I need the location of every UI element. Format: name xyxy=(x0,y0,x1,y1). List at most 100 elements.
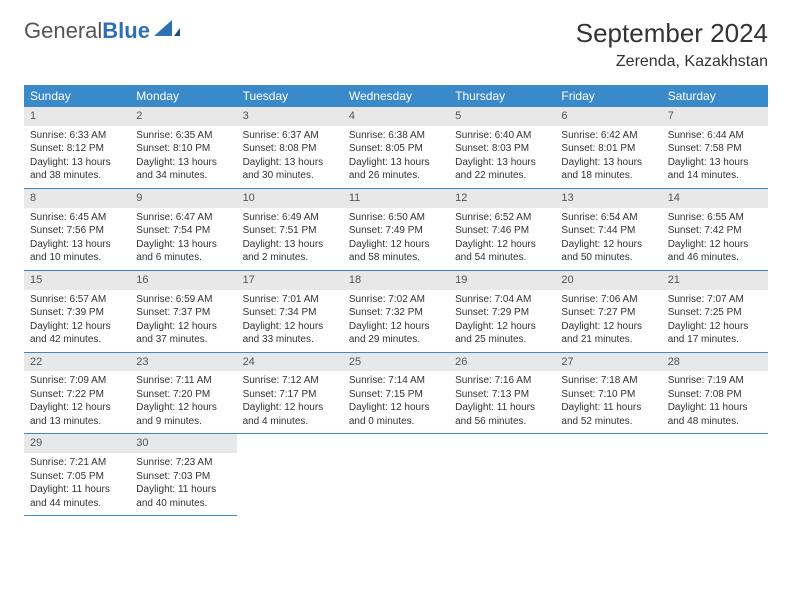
sunset-text: Sunset: 8:05 PM xyxy=(349,142,443,156)
sunrise-text: Sunrise: 6:47 AM xyxy=(136,211,230,225)
daylight-text: Daylight: 12 hours and 46 minutes. xyxy=(668,238,762,265)
sunset-text: Sunset: 7:56 PM xyxy=(30,224,124,238)
day-number: 30 xyxy=(130,434,236,453)
calendar-cell: 29Sunrise: 7:21 AMSunset: 7:05 PMDayligh… xyxy=(24,434,130,516)
day-number: 11 xyxy=(343,189,449,208)
calendar-cell: 5Sunrise: 6:40 AMSunset: 8:03 PMDaylight… xyxy=(449,107,555,188)
sunrise-text: Sunrise: 6:35 AM xyxy=(136,129,230,143)
sunset-text: Sunset: 7:22 PM xyxy=(30,388,124,402)
sunrise-text: Sunrise: 6:55 AM xyxy=(668,211,762,225)
calendar-row: 15Sunrise: 6:57 AMSunset: 7:39 PMDayligh… xyxy=(24,270,768,352)
sunrise-text: Sunrise: 6:38 AM xyxy=(349,129,443,143)
calendar-row: 8Sunrise: 6:45 AMSunset: 7:56 PMDaylight… xyxy=(24,188,768,270)
calendar-cell: 20Sunrise: 7:06 AMSunset: 7:27 PMDayligh… xyxy=(555,270,661,352)
daylight-text: Daylight: 12 hours and 4 minutes. xyxy=(243,401,337,428)
daylight-text: Daylight: 13 hours and 38 minutes. xyxy=(30,156,124,183)
sunset-text: Sunset: 7:58 PM xyxy=(668,142,762,156)
calendar-cell: 16Sunrise: 6:59 AMSunset: 7:37 PMDayligh… xyxy=(130,270,236,352)
calendar-cell: 28Sunrise: 7:19 AMSunset: 7:08 PMDayligh… xyxy=(662,352,768,434)
daylight-text: Daylight: 12 hours and 33 minutes. xyxy=(243,320,337,347)
sunrise-text: Sunrise: 7:04 AM xyxy=(455,293,549,307)
sunrise-text: Sunrise: 7:12 AM xyxy=(243,374,337,388)
daylight-text: Daylight: 11 hours and 56 minutes. xyxy=(455,401,549,428)
sunset-text: Sunset: 7:46 PM xyxy=(455,224,549,238)
sunrise-text: Sunrise: 6:40 AM xyxy=(455,129,549,143)
sunset-text: Sunset: 8:12 PM xyxy=(30,142,124,156)
daylight-text: Daylight: 12 hours and 50 minutes. xyxy=(561,238,655,265)
calendar-cell: 17Sunrise: 7:01 AMSunset: 7:34 PMDayligh… xyxy=(237,270,343,352)
calendar-row: 22Sunrise: 7:09 AMSunset: 7:22 PMDayligh… xyxy=(24,352,768,434)
dayhead-sun: Sunday xyxy=(24,85,130,107)
day-body: Sunrise: 6:35 AMSunset: 8:10 PMDaylight:… xyxy=(130,126,236,188)
sunrise-text: Sunrise: 7:02 AM xyxy=(349,293,443,307)
daylight-text: Daylight: 12 hours and 17 minutes. xyxy=(668,320,762,347)
daylight-text: Daylight: 11 hours and 44 minutes. xyxy=(30,483,124,510)
sunrise-text: Sunrise: 7:01 AM xyxy=(243,293,337,307)
calendar-cell xyxy=(662,434,768,516)
day-body: Sunrise: 6:57 AMSunset: 7:39 PMDaylight:… xyxy=(24,290,130,352)
day-body: Sunrise: 7:19 AMSunset: 7:08 PMDaylight:… xyxy=(662,371,768,433)
day-number: 3 xyxy=(237,107,343,126)
calendar-cell xyxy=(555,434,661,516)
daylight-text: Daylight: 12 hours and 9 minutes. xyxy=(136,401,230,428)
sunrise-text: Sunrise: 6:45 AM xyxy=(30,211,124,225)
calendar-cell: 11Sunrise: 6:50 AMSunset: 7:49 PMDayligh… xyxy=(343,188,449,270)
brand-logo: GeneralBlue xyxy=(24,18,180,44)
daylight-text: Daylight: 12 hours and 54 minutes. xyxy=(455,238,549,265)
day-body: Sunrise: 7:02 AMSunset: 7:32 PMDaylight:… xyxy=(343,290,449,352)
daylight-text: Daylight: 12 hours and 0 minutes. xyxy=(349,401,443,428)
sunset-text: Sunset: 7:51 PM xyxy=(243,224,337,238)
day-number: 10 xyxy=(237,189,343,208)
sunrise-text: Sunrise: 7:19 AM xyxy=(668,374,762,388)
sunset-text: Sunset: 7:29 PM xyxy=(455,306,549,320)
calendar-cell xyxy=(343,434,449,516)
daylight-text: Daylight: 13 hours and 26 minutes. xyxy=(349,156,443,183)
location-text: Zerenda, Kazakhstan xyxy=(576,53,768,71)
day-number: 2 xyxy=(130,107,236,126)
day-body: Sunrise: 6:42 AMSunset: 8:01 PMDaylight:… xyxy=(555,126,661,188)
day-body: Sunrise: 6:40 AMSunset: 8:03 PMDaylight:… xyxy=(449,126,555,188)
calendar-table: Sunday Monday Tuesday Wednesday Thursday… xyxy=(24,85,768,516)
sunrise-text: Sunrise: 6:44 AM xyxy=(668,129,762,143)
day-body: Sunrise: 7:06 AMSunset: 7:27 PMDaylight:… xyxy=(555,290,661,352)
sunset-text: Sunset: 7:39 PM xyxy=(30,306,124,320)
day-body: Sunrise: 6:49 AMSunset: 7:51 PMDaylight:… xyxy=(237,208,343,270)
day-body: Sunrise: 7:04 AMSunset: 7:29 PMDaylight:… xyxy=(449,290,555,352)
calendar-cell: 8 Sunrise: 6:45 AMSunset: 7:56 PMDaylight… xyxy=(24,188,130,270)
sunset-text: Sunset: 7:27 PM xyxy=(561,306,655,320)
sunset-text: Sunset: 7:20 PM xyxy=(136,388,230,402)
daylight-text: Daylight: 13 hours and 6 minutes. xyxy=(136,238,230,265)
day-header-row: Sunday Monday Tuesday Wednesday Thursday… xyxy=(24,85,768,107)
sunset-text: Sunset: 7:13 PM xyxy=(455,388,549,402)
day-number: 8 xyxy=(24,189,130,208)
sunset-text: Sunset: 7:49 PM xyxy=(349,224,443,238)
sunrise-text: Sunrise: 7:07 AM xyxy=(668,293,762,307)
sunset-text: Sunset: 8:10 PM xyxy=(136,142,230,156)
calendar-cell: 21Sunrise: 7:07 AMSunset: 7:25 PMDayligh… xyxy=(662,270,768,352)
calendar-cell: 4Sunrise: 6:38 AMSunset: 8:05 PMDaylight… xyxy=(343,107,449,188)
day-number: 6 xyxy=(555,107,661,126)
calendar-cell: 3Sunrise: 6:37 AMSunset: 8:08 PMDaylight… xyxy=(237,107,343,188)
day-body: Sunrise: 6:52 AMSunset: 7:46 PMDaylight:… xyxy=(449,208,555,270)
daylight-text: Daylight: 13 hours and 2 minutes. xyxy=(243,238,337,265)
sunrise-text: Sunrise: 6:59 AM xyxy=(136,293,230,307)
day-number: 5 xyxy=(449,107,555,126)
day-body: Sunrise: 7:16 AMSunset: 7:13 PMDaylight:… xyxy=(449,371,555,433)
sunset-text: Sunset: 7:15 PM xyxy=(349,388,443,402)
daylight-text: Daylight: 13 hours and 10 minutes. xyxy=(30,238,124,265)
sunrise-text: Sunrise: 7:16 AM xyxy=(455,374,549,388)
sunrise-text: Sunrise: 7:18 AM xyxy=(561,374,655,388)
calendar-cell: 12Sunrise: 6:52 AMSunset: 7:46 PMDayligh… xyxy=(449,188,555,270)
calendar-cell: 19Sunrise: 7:04 AMSunset: 7:29 PMDayligh… xyxy=(449,270,555,352)
day-body: Sunrise: 7:09 AMSunset: 7:22 PMDaylight:… xyxy=(24,371,130,433)
day-number: 23 xyxy=(130,353,236,372)
day-body: Sunrise: 6:59 AMSunset: 7:37 PMDaylight:… xyxy=(130,290,236,352)
calendar-cell: 15Sunrise: 6:57 AMSunset: 7:39 PMDayligh… xyxy=(24,270,130,352)
day-number: 16 xyxy=(130,271,236,290)
day-body: Sunrise: 6:33 AMSunset: 8:12 PMDaylight:… xyxy=(24,126,130,188)
brand-text-1: General xyxy=(24,18,102,44)
calendar-cell: 22Sunrise: 7:09 AMSunset: 7:22 PMDayligh… xyxy=(24,352,130,434)
day-number: 26 xyxy=(449,353,555,372)
sunset-text: Sunset: 8:08 PM xyxy=(243,142,337,156)
daylight-text: Daylight: 12 hours and 29 minutes. xyxy=(349,320,443,347)
